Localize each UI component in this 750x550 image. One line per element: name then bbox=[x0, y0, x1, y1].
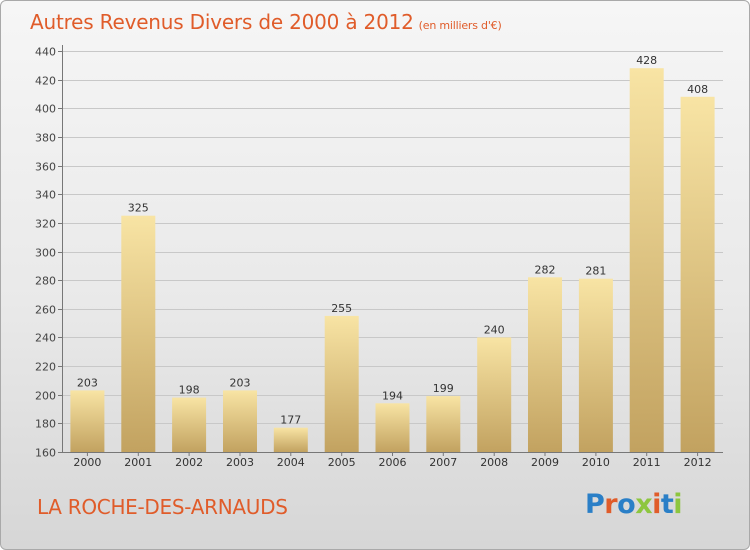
y-tick-label: 420 bbox=[35, 75, 56, 88]
city-name: LA ROCHE-DES-ARNAUDS bbox=[37, 495, 288, 519]
data-label: 240 bbox=[484, 323, 505, 336]
logo-letter: o bbox=[617, 489, 635, 520]
y-tick-label: 280 bbox=[35, 275, 56, 288]
bar-2003 bbox=[223, 390, 257, 452]
bar-2000 bbox=[70, 390, 104, 452]
data-label: 203 bbox=[77, 376, 98, 389]
data-label: 199 bbox=[433, 382, 454, 395]
y-tick-label: 340 bbox=[35, 189, 56, 202]
data-label: 282 bbox=[535, 263, 556, 276]
logo-letter: P bbox=[585, 489, 604, 520]
data-label: 325 bbox=[128, 202, 149, 215]
y-tick-label: 160 bbox=[35, 447, 56, 460]
bar-2009 bbox=[528, 277, 562, 452]
y-tick-label: 400 bbox=[35, 103, 56, 116]
x-tick-label: 2010 bbox=[582, 456, 610, 469]
logo-letter: r bbox=[604, 489, 617, 520]
data-label: 408 bbox=[687, 83, 708, 96]
y-tick-label: 380 bbox=[35, 132, 56, 145]
bar-2012 bbox=[681, 97, 715, 452]
bar-2011 bbox=[630, 68, 664, 452]
y-tick-label: 240 bbox=[35, 332, 56, 345]
bar-2008 bbox=[477, 337, 511, 452]
y-tick-label: 440 bbox=[35, 46, 56, 59]
x-tick-label: 2003 bbox=[226, 456, 254, 469]
data-label: 428 bbox=[636, 54, 657, 67]
bar-2010 bbox=[579, 279, 613, 452]
bar-2006 bbox=[376, 403, 410, 452]
x-tick-label: 2007 bbox=[429, 456, 457, 469]
y-tick-label: 360 bbox=[35, 161, 56, 174]
y-tick-label: 300 bbox=[35, 247, 56, 260]
x-tick-label: 2006 bbox=[379, 456, 407, 469]
x-tick-label: 2002 bbox=[175, 456, 203, 469]
y-tick-label: 220 bbox=[35, 361, 56, 374]
bar-2005 bbox=[325, 316, 359, 452]
data-label: 198 bbox=[179, 384, 200, 397]
data-label: 255 bbox=[331, 302, 352, 315]
y-tick-label: 180 bbox=[35, 418, 56, 431]
logo-letter: i bbox=[652, 489, 661, 520]
bar-2004 bbox=[274, 428, 308, 452]
logo-letter: x bbox=[635, 489, 652, 520]
y-tick-label: 260 bbox=[35, 304, 56, 317]
bar-2002 bbox=[172, 398, 206, 452]
x-tick-label: 2011 bbox=[633, 456, 661, 469]
data-label: 281 bbox=[585, 265, 606, 278]
chart-frame: Autres Revenus Divers de 2000 à 2012 (en … bbox=[0, 0, 750, 550]
x-tick-label: 2001 bbox=[124, 456, 152, 469]
bar-2007 bbox=[426, 396, 460, 452]
x-tick-label: 2008 bbox=[480, 456, 508, 469]
x-tick-label: 2004 bbox=[277, 456, 305, 469]
data-label: 194 bbox=[382, 389, 403, 402]
x-tick-label: 2009 bbox=[531, 456, 559, 469]
x-tick-label: 2012 bbox=[684, 456, 712, 469]
logo-letter: i bbox=[673, 489, 682, 520]
logo-letter: t bbox=[661, 489, 673, 520]
proxiti-logo: Proxiti bbox=[585, 489, 682, 520]
bar-2001 bbox=[121, 216, 155, 452]
y-tick-label: 320 bbox=[35, 218, 56, 231]
data-label: 203 bbox=[230, 376, 251, 389]
bar-chart: 160 180 200 220 240 260 280 300 320 340 360 380 400 4… bbox=[1, 1, 749, 549]
x-tick-label: 2000 bbox=[73, 456, 101, 469]
x-tick-label: 2005 bbox=[328, 456, 356, 469]
y-tick-label: 200 bbox=[35, 390, 56, 403]
data-label: 177 bbox=[280, 414, 301, 427]
